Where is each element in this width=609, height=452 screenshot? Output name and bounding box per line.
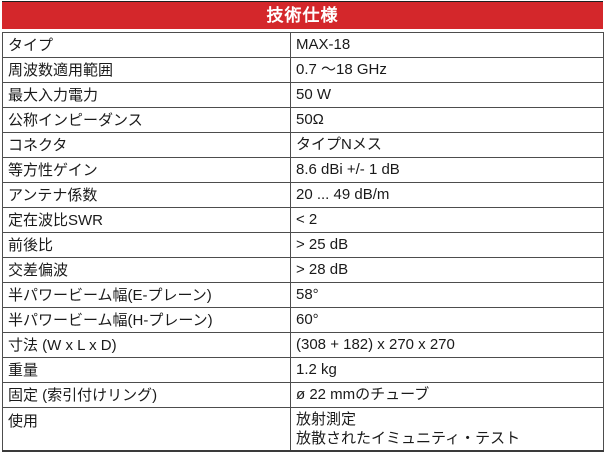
spec-value-cell: 50Ω [290, 107, 604, 133]
spec-value-line: 放射測定 [296, 411, 357, 428]
spec-value-cell: タイプNメス [290, 132, 604, 158]
spec-label-cell: 最大入力電力 [2, 82, 291, 108]
spec-value-cell: 58° [290, 282, 604, 308]
spec-label-cell: アンテナ係数 [2, 182, 291, 208]
spec-value-line: ø 22 mmのチューブ [296, 386, 430, 403]
spec-row: 交差偏波 > 28 dB [2, 257, 604, 283]
spec-label-cell: 使用 [2, 407, 291, 452]
spec-value-cell: MAX-18 [290, 32, 604, 58]
spec-value-line: < 2 [296, 211, 318, 228]
spec-row: 半パワービーム幅(H-プレーン) 60° [2, 307, 604, 333]
spec-label-cell: 半パワービーム幅(H-プレーン) [2, 307, 291, 333]
spec-value-line: 放散されたイミュニティ・テスト [296, 430, 521, 447]
spec-value-cell: < 2 [290, 207, 604, 233]
spec-label-cell: タイプ [2, 32, 291, 58]
spec-row: 等方性ゲイン 8.6 dBi +/- 1 dB [2, 157, 604, 183]
spec-label-cell: 周波数適用範囲 [2, 57, 291, 83]
spec-value-cell: 0.7 ～18 GHz [290, 57, 604, 83]
spec-row: 半パワービーム幅(E-プレーン) 58° [2, 282, 604, 308]
spec-value-cell: > 25 dB [290, 232, 604, 258]
spec-label-cell: 公称インピーダンス [2, 107, 291, 133]
spec-value-line: 50Ω [296, 111, 324, 128]
spec-value-cell: (308 + 182) x 270 x 270 [290, 332, 604, 358]
spec-label-cell: 重量 [2, 357, 291, 383]
spec-row: タイプ MAX-18 [2, 32, 604, 58]
spec-value-line: (308 + 182) x 270 x 270 [296, 336, 455, 353]
spec-value-cell: ø 22 mmのチューブ [290, 382, 604, 408]
spec-value-line: > 28 dB [296, 261, 349, 278]
spec-value-line: > 25 dB [296, 236, 349, 253]
spec-row: 寸法 (W x L x D) (308 + 182) x 270 x 270 [2, 332, 604, 358]
spec-value-line: 50 W [296, 86, 332, 103]
spec-table: タイプ MAX-18 周波数適用範囲 0.7 ～18 GHz 最大入力電力 50 W 公称イ… [2, 32, 604, 452]
spec-label-cell: 固定 (索引付けリング) [2, 382, 291, 408]
spec-value-line: タイプNメス [296, 136, 382, 153]
spec-value-line: 58° [296, 286, 319, 303]
spec-label-cell: 半パワービーム幅(E-プレーン) [2, 282, 291, 308]
spec-row: 重量 1.2 kg [2, 357, 604, 383]
spec-value-cell: 8.6 dBi +/- 1 dB [290, 157, 604, 183]
spec-row: 固定 (索引付けリング) ø 22 mmのチューブ [2, 382, 604, 408]
spec-value-cell: 50 W [290, 82, 604, 108]
spec-row: 定在波比SWR < 2 [2, 207, 604, 233]
spec-value-cell: 20 ... 49 dB/m [290, 182, 604, 208]
spec-value-line: MAX-18 [296, 36, 351, 53]
spec-value-line: 1.2 kg [296, 361, 337, 378]
spec-row: コネクタ タイプNメス [2, 132, 604, 158]
spec-value-cell: > 28 dB [290, 257, 604, 283]
spec-row: 最大入力電力 50 W [2, 82, 604, 108]
spec-label-cell: 交差偏波 [2, 257, 291, 283]
spec-value-cell: 60° [290, 307, 604, 333]
spec-label-cell: 等方性ゲイン [2, 157, 291, 183]
spec-value-line: 0.7 ～18 GHz [296, 61, 387, 78]
spec-label-cell: 前後比 [2, 232, 291, 258]
spec-row: 周波数適用範囲 0.7 ～18 GHz [2, 57, 604, 83]
spec-row: アンテナ係数 20 ... 49 dB/m [2, 182, 604, 208]
spec-value-line: 20 ... 49 dB/m [296, 186, 390, 203]
spec-value-line: 8.6 dBi +/- 1 dB [296, 161, 400, 178]
spec-table-body: タイプ MAX-18 周波数適用範囲 0.7 ～18 GHz 最大入力電力 50 W 公称イ… [2, 32, 604, 452]
spec-label-cell: 定在波比SWR [2, 207, 291, 233]
spec-row: 公称インピーダンス 50Ω [2, 107, 604, 133]
spec-row: 使用 放射測定放散されたイミュニティ・テスト [2, 407, 604, 452]
spec-value-line: 60° [296, 311, 319, 328]
spec-row: 前後比 > 25 dB [2, 232, 604, 258]
spec-label-cell: コネクタ [2, 132, 291, 158]
page-title: 技術仕様 [2, 1, 603, 29]
spec-label-cell: 寸法 (W x L x D) [2, 332, 291, 358]
spec-value-cell: 放射測定放散されたイミュニティ・テスト [290, 407, 604, 452]
spec-value-cell: 1.2 kg [290, 357, 604, 383]
